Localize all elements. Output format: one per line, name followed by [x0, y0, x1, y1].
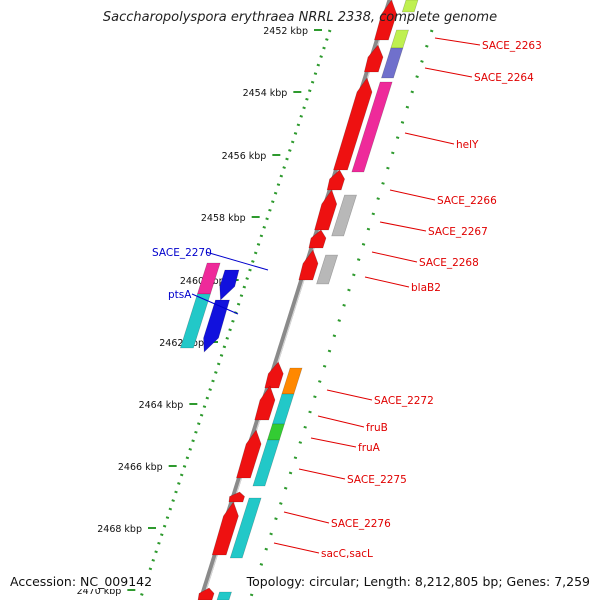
- gene-label: SACE_2263: [482, 40, 542, 52]
- accession-label: Accession: NC_009142: [8, 574, 155, 589]
- tick-label: 2470 kbp: [77, 586, 122, 597]
- cog-block: [229, 497, 262, 559]
- forward-cds-arrow: [333, 77, 373, 171]
- gene-leader-line: [371, 251, 418, 263]
- cog-block: [252, 439, 280, 487]
- gene-leader-line: [389, 189, 436, 201]
- cog-block: [272, 393, 295, 425]
- cog-block: [351, 81, 393, 173]
- gene-leader-line: [283, 511, 330, 524]
- forward-cds-arrow: [236, 429, 262, 479]
- gene-label: SACE_2272: [374, 395, 434, 407]
- gene-label: fruB: [366, 422, 388, 434]
- cog-block: [216, 591, 232, 600]
- forward-cds-arrow: [314, 189, 338, 231]
- gene-leader-line: [273, 542, 320, 554]
- tick-label: 2456 kbp: [222, 151, 267, 162]
- tick-ring-inner: [138, 29, 332, 600]
- gene-label: helY: [456, 139, 479, 151]
- tick-label: 2458 kbp: [201, 213, 246, 224]
- gene-leader-line: [310, 437, 357, 448]
- gene-label: SACE_2267: [428, 226, 488, 238]
- forward-cds-arrow: [197, 587, 215, 600]
- genome-summary-label: Topology: circular; Length: 8,212,805 bp…: [244, 574, 592, 589]
- tick-ring-outer: [248, 29, 434, 600]
- cog-block: [401, 0, 419, 13]
- gene-label: SACE_2268: [419, 257, 479, 269]
- map-title: Saccharopolyspora erythraea NRRL 2338, c…: [102, 10, 498, 25]
- gene-leader-line: [364, 276, 410, 288]
- reverse-cds-arrow: [219, 269, 240, 301]
- tick-label: 2454 kbp: [243, 88, 288, 99]
- cog-block: [179, 293, 211, 349]
- tick-label: 2468 kbp: [97, 524, 142, 535]
- gene-leader-line: [434, 37, 481, 46]
- gene-leader-line: [326, 389, 373, 401]
- gene-label: fruA: [358, 442, 381, 454]
- forward-cds-arrow: [326, 169, 345, 191]
- tick-label: 2466 kbp: [118, 462, 163, 473]
- forward-cds-arrow: [264, 361, 284, 389]
- gene-label: ptsA: [168, 289, 192, 301]
- gene-leader-line: [191, 293, 239, 315]
- tick-label: 2462 kbp: [159, 338, 204, 349]
- gene-label: SACE_2270: [152, 247, 212, 259]
- cog-block: [281, 367, 303, 395]
- cog-block: [316, 254, 339, 285]
- gene-leader-line: [379, 221, 427, 232]
- forward-cds-arrow: [363, 44, 384, 73]
- cog-block: [266, 423, 285, 441]
- forward-cds-arrow: [374, 0, 397, 41]
- gene-leader-line: [404, 132, 455, 145]
- gene-label: SACE_2266: [437, 195, 497, 207]
- gene-label: blaB2: [411, 282, 441, 294]
- gene-leader-line: [424, 67, 473, 78]
- cog-block: [331, 194, 357, 237]
- cog-block: [390, 29, 409, 49]
- gene-label: SACE_2276: [331, 518, 391, 530]
- gene-label: SACE_2264: [474, 72, 534, 84]
- forward-cds-arrow: [254, 385, 276, 421]
- reverse-cds-arrow: [203, 299, 230, 353]
- tick-label: 2452 kbp: [263, 26, 308, 37]
- gene-leader-line: [317, 415, 365, 428]
- tick-label: 2464 kbp: [139, 400, 184, 411]
- forward-cds-arrow: [211, 501, 239, 556]
- forward-cds-arrow: [298, 249, 319, 281]
- forward-cds-arrow: [308, 229, 327, 249]
- cog-block: [381, 47, 404, 79]
- gene-label: SACE_2275: [347, 474, 407, 486]
- forward-cds-arrow: [228, 491, 245, 503]
- gene-label: sacC,sacL: [321, 548, 373, 560]
- gene-leader-line: [205, 251, 269, 271]
- gene-leader-line: [298, 468, 346, 480]
